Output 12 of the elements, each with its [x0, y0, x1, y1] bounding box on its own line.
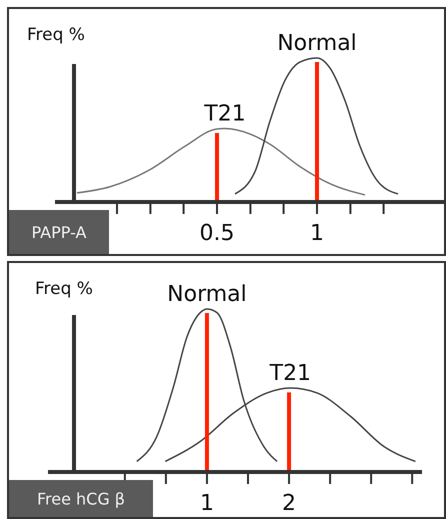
- x-axis-title: Free hCG β: [36, 490, 126, 508]
- series-label: Normal: [277, 31, 357, 56]
- series-label: Normal: [167, 282, 247, 307]
- y-axis-title: Freq %: [35, 279, 93, 299]
- x-tick-label: 2: [282, 491, 296, 516]
- series-label: T21: [268, 361, 312, 386]
- x-axis-title: PAPP-A: [32, 223, 86, 242]
- x-tick-label: 0.5: [200, 221, 234, 246]
- series-label: T21: [203, 102, 246, 127]
- x-tick-label: 1: [200, 491, 214, 516]
- y-axis-title: Freq %: [27, 25, 85, 45]
- x-tick-label: 1: [310, 221, 324, 246]
